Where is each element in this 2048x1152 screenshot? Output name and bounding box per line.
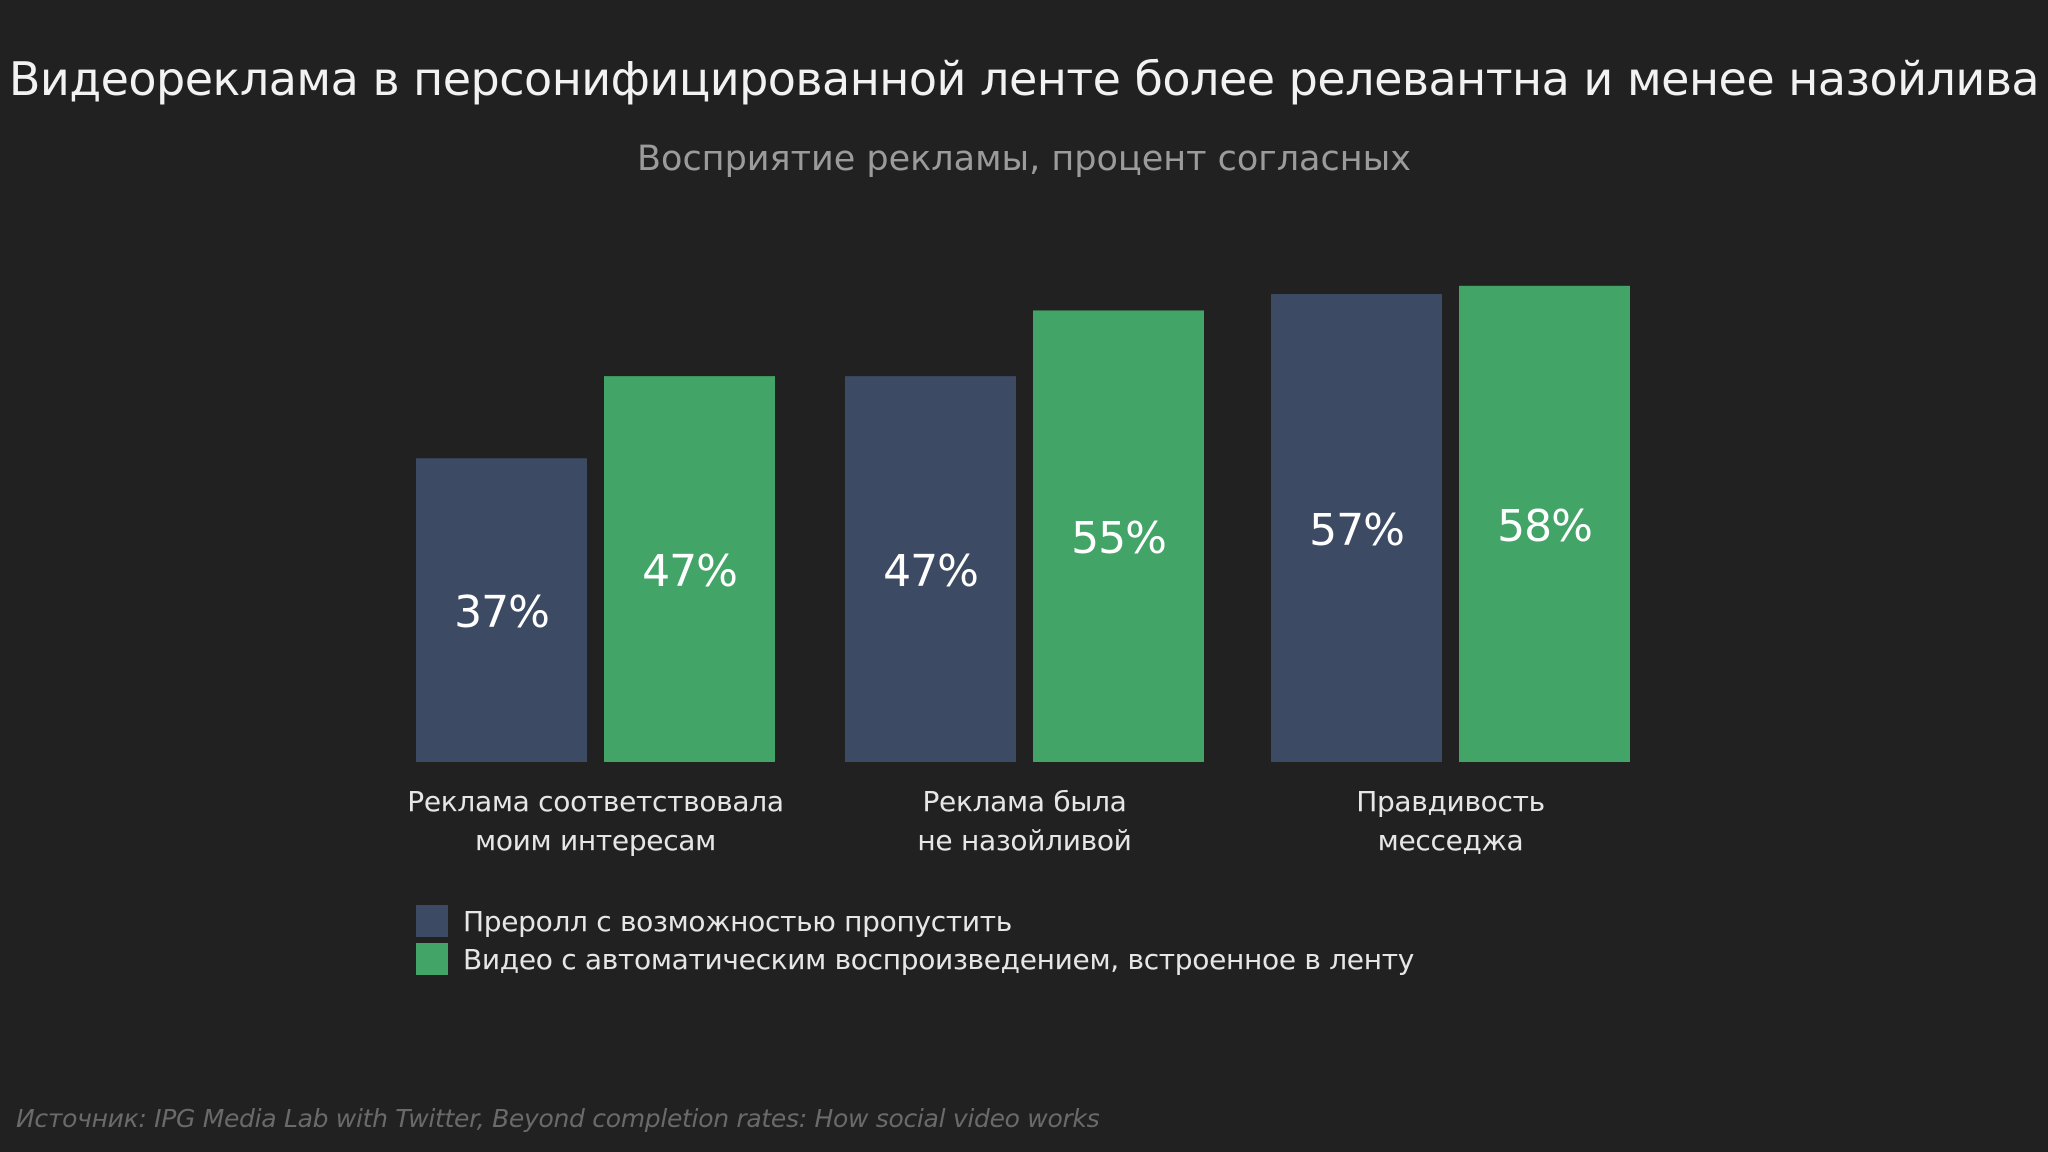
data-label-series0-cat2: 57% [1309, 505, 1404, 556]
category-label-2: Правдивость месседжа [1356, 785, 1545, 857]
bar-series1-cat1 [1033, 310, 1204, 762]
source-note: Источник: IPG Media Lab with Twitter, Be… [16, 1104, 1100, 1133]
bar-series0-cat1 [845, 376, 1016, 762]
bar-series1-cat0 [604, 376, 775, 762]
legend-item-autoplay: Видео с автоматическим воспроизведением,… [416, 940, 1414, 978]
data-label-series1-cat0: 47% [642, 546, 737, 597]
category-label-0: Реклама соответствовала моим интересам [407, 785, 783, 857]
data-label-series0-cat1: 47% [883, 546, 978, 597]
bar-series1-cat2 [1459, 285, 1630, 762]
bar-chart: 37% 47% Реклама соответствовала моим интере… [407, 285, 1630, 857]
chart-title: Видеореклама в персонифицированной ленте… [8, 52, 2040, 106]
data-label-series1-cat1: 55% [1071, 513, 1166, 564]
legend-swatch-preroll [416, 905, 448, 937]
legend-item-preroll: Преролл с возможностью пропустить [416, 902, 1414, 940]
legend-swatch-autoplay [416, 943, 448, 975]
legend-label-preroll: Преролл с возможностью пропустить [463, 904, 1012, 938]
bar-series0-cat2 [1271, 294, 1442, 762]
legend-label-autoplay: Видео с автоматическим воспроизведением,… [463, 942, 1415, 976]
category-label-1: Реклама была не назойливой [917, 785, 1131, 857]
legend: Преролл с возможностью пропустить Видео … [416, 902, 1414, 978]
chart-subtitle: Восприятие рекламы, процент согласных [637, 139, 1411, 179]
data-label-series0-cat0: 37% [454, 587, 549, 638]
data-label-series1-cat2: 58% [1497, 501, 1592, 552]
bar-series0-cat0 [416, 458, 587, 762]
